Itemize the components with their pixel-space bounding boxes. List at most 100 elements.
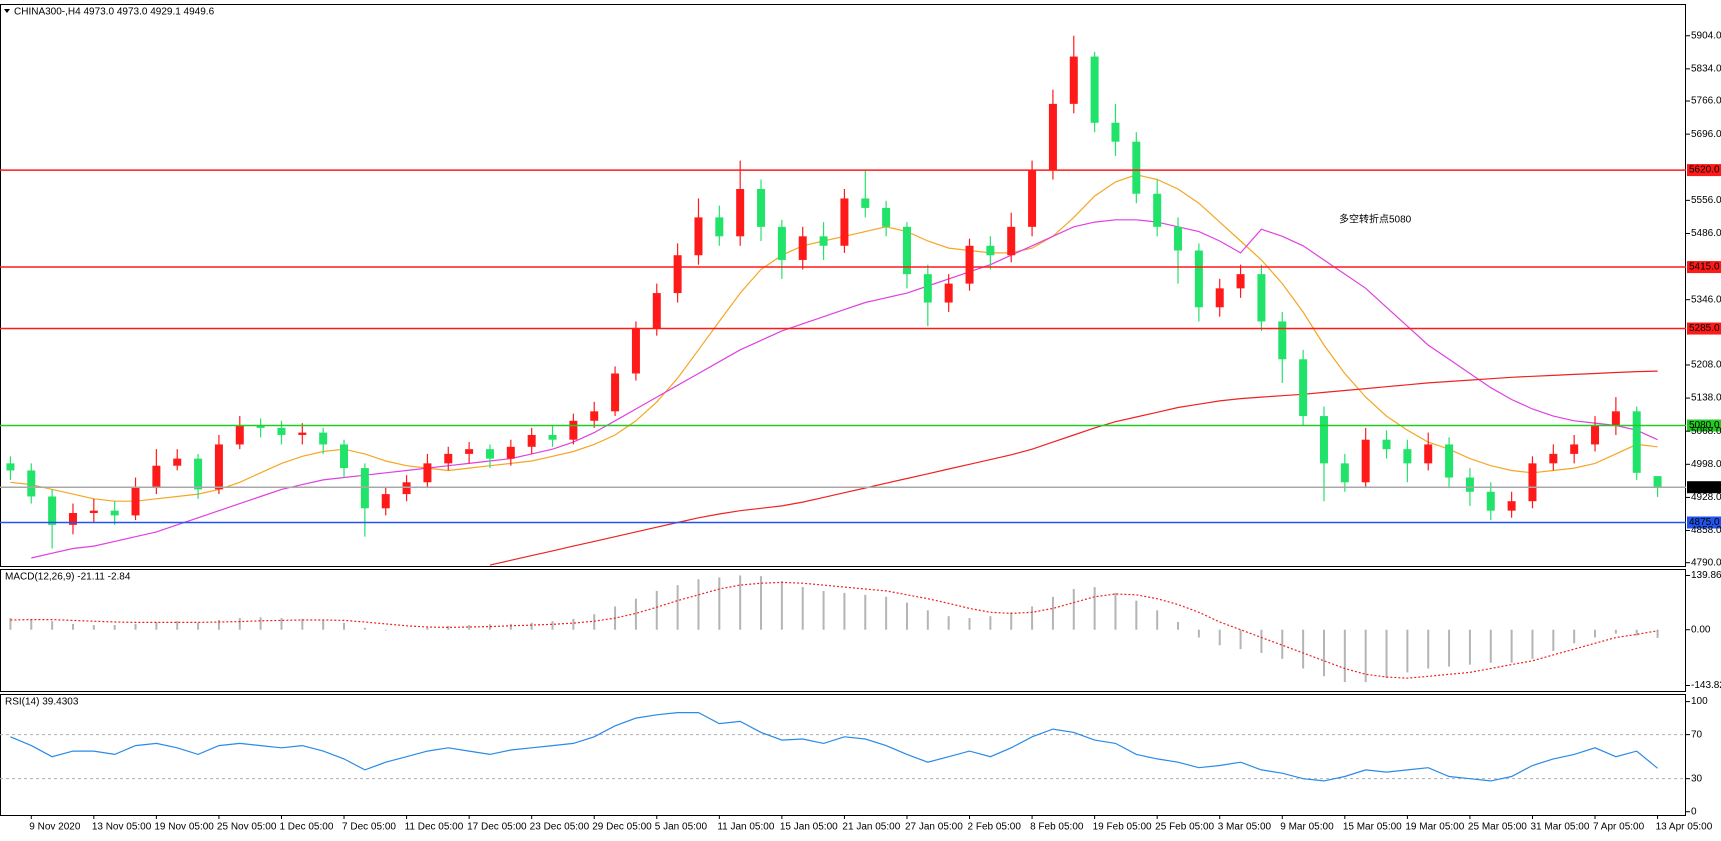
level-label-box <box>1687 164 1721 177</box>
level-label-box <box>1687 419 1721 432</box>
candle-body <box>715 217 724 237</box>
candle-body <box>1236 274 1245 289</box>
x-tick-label: 13 Apr 05:00 <box>1656 822 1713 833</box>
y-tick-label: 30 <box>1691 773 1703 784</box>
x-tick-label: 27 Jan 05:00 <box>905 822 963 833</box>
x-tick-label: 13 Nov 05:00 <box>92 822 152 833</box>
x-tick-label: 25 Mar 05:00 <box>1468 822 1527 833</box>
candle-body <box>1465 477 1474 492</box>
level-label-box <box>1687 322 1721 335</box>
candle-body <box>548 434 557 440</box>
candle-body <box>527 434 536 447</box>
candle-body <box>1069 56 1078 104</box>
candle-body <box>1194 250 1203 308</box>
x-tick-label: 15 Jan 05:00 <box>780 822 838 833</box>
candle-body <box>89 510 98 514</box>
candle-body <box>68 513 77 525</box>
candle-body <box>173 458 182 466</box>
level-label: 5285.0 <box>1689 323 1720 334</box>
y-tick-label: 4998.0 <box>1691 459 1721 470</box>
candle-body <box>694 217 703 256</box>
y-tick-label: 5766.0 <box>1691 96 1721 107</box>
candle-body <box>652 293 661 329</box>
x-tick-label: 17 Dec 05:00 <box>467 822 527 833</box>
y-tick-label: 5346.0 <box>1691 294 1721 305</box>
x-tick-label: 21 Jan 05:00 <box>842 822 900 833</box>
candle-body <box>1382 439 1391 450</box>
candle-body <box>1403 449 1412 464</box>
level-label: 4875.0 <box>1689 517 1720 528</box>
candle-body <box>1340 463 1349 483</box>
candle-body <box>986 245 995 256</box>
candle-body <box>235 425 244 445</box>
candle-body <box>1653 476 1662 488</box>
y-tick-label: 5556.0 <box>1691 195 1721 206</box>
y-tick-label: 5834.0 <box>1691 63 1721 74</box>
candle-body <box>798 236 807 260</box>
x-tick-label: 9 Mar 05:00 <box>1280 822 1334 833</box>
y-tick-label: 5138.0 <box>1691 393 1721 404</box>
x-tick-label: 7 Apr 05:00 <box>1593 822 1645 833</box>
candle-body <box>1632 411 1641 473</box>
candle-body <box>465 449 474 454</box>
macd-signal <box>10 581 1658 679</box>
x-tick-label: 7 Dec 05:00 <box>342 822 396 833</box>
candle-body <box>131 487 140 516</box>
candle-body <box>1611 411 1620 426</box>
moving-average <box>31 219 1658 559</box>
x-tick-label: 19 Nov 05:00 <box>154 822 214 833</box>
candle-body <box>1132 141 1141 194</box>
candle-body <box>48 496 57 525</box>
candle-body <box>882 207 891 227</box>
candle-body <box>214 444 223 490</box>
annotation: 多空转折点5080 <box>1339 213 1412 226</box>
candle-body <box>819 236 828 246</box>
candle-body <box>277 427 286 435</box>
x-tick-label: 9 Nov 2020 <box>29 822 81 833</box>
candle-body <box>152 465 161 488</box>
x-tick-label: 15 Mar 05:00 <box>1343 822 1402 833</box>
candle-body <box>1257 274 1266 322</box>
candle-body <box>110 510 119 516</box>
x-tick-label: 19 Feb 05:00 <box>1093 822 1152 833</box>
y-tick-label: 5486.0 <box>1691 228 1721 239</box>
y-tick-label: 139.86 <box>1691 570 1721 581</box>
x-tick-label: 25 Nov 05:00 <box>217 822 277 833</box>
candle-body <box>1174 226 1183 251</box>
candle-body <box>1591 425 1600 445</box>
candle-body <box>965 245 974 284</box>
rsi-panel-frame <box>0 694 1686 816</box>
candle-body <box>902 226 911 275</box>
candle-body <box>1278 321 1287 360</box>
candle-body <box>423 463 432 483</box>
x-tick-label: 1 Dec 05:00 <box>279 822 333 833</box>
y-tick-label: 0.00 <box>1691 624 1711 635</box>
rsi-line <box>10 712 1658 782</box>
candle-body <box>611 373 620 412</box>
y-tick-label: 5696.0 <box>1691 129 1721 140</box>
level-label: 4949.6 <box>1689 482 1720 493</box>
candle-body <box>27 470 36 497</box>
candle-body <box>6 463 15 471</box>
candle-body <box>1570 444 1579 454</box>
x-tick-label: 29 Dec 05:00 <box>592 822 652 833</box>
x-tick-label: 25 Feb 05:00 <box>1155 822 1214 833</box>
candle-body <box>673 255 682 294</box>
candle-body <box>1111 122 1120 142</box>
candle-body <box>319 432 328 445</box>
menu-triangle[interactable] <box>4 9 10 13</box>
candle-body <box>1528 463 1537 502</box>
x-tick-label: 23 Dec 05:00 <box>530 822 590 833</box>
level-label-box <box>1687 481 1721 494</box>
candle-body <box>1445 444 1454 478</box>
moving-average <box>10 174 1658 502</box>
candle-body <box>381 494 390 509</box>
candle-body <box>590 411 599 421</box>
candle-body <box>506 446 515 459</box>
candle-body <box>923 274 932 303</box>
candle-body <box>298 432 307 435</box>
y-tick-label: 4858.0 <box>1691 525 1721 536</box>
x-tick-label: 8 Feb 05:00 <box>1030 822 1084 833</box>
x-tick-label: 31 Mar 05:00 <box>1530 822 1589 833</box>
